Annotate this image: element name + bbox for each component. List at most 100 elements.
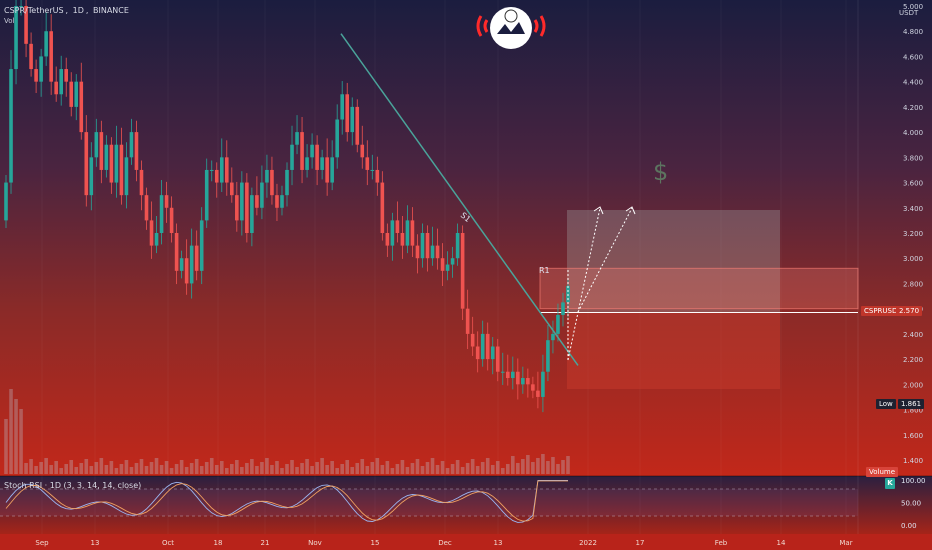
candle-body [310, 144, 314, 158]
volume-bar [129, 467, 134, 474]
volume-bar [521, 459, 525, 474]
candle-body [290, 144, 294, 170]
volume-bar [425, 462, 430, 474]
projection-zone-red [567, 313, 780, 389]
volume-bar [59, 468, 63, 474]
volume-bar [490, 465, 495, 474]
candle-body [219, 157, 224, 183]
price-tick-label: 4.800 [903, 28, 923, 36]
candle-body [531, 384, 535, 391]
volume-bar [89, 466, 94, 474]
volume-bar [240, 467, 244, 474]
time-tick-label: 14 [777, 539, 786, 547]
low-label-tag: Low [876, 399, 896, 409]
volume-bar [511, 456, 515, 474]
candle-body [174, 233, 179, 271]
interval-label[interactable]: 1D [72, 6, 84, 15]
candle-body [74, 81, 79, 107]
volume-bar [480, 462, 485, 474]
volume-bar [174, 464, 179, 474]
candle-body [340, 94, 344, 120]
volume-bar [400, 460, 405, 474]
candle-body [230, 182, 234, 196]
volume-tag: Volume [866, 467, 899, 477]
candle-body [526, 378, 530, 385]
price-tick-label: 4.200 [903, 104, 923, 112]
volume-bar [475, 466, 480, 474]
volume-bar [561, 460, 565, 474]
price-unit: USDT [899, 9, 919, 17]
volume-bar [495, 461, 500, 474]
symbol-name[interactable]: CSPR/TetherUS [4, 6, 64, 15]
rsi-tick-label: 100.00 [901, 477, 926, 485]
candle-body [465, 308, 470, 334]
volume-bar [69, 460, 74, 474]
candle-body [320, 157, 324, 170]
volume-bar [94, 462, 99, 474]
candle-body [69, 81, 74, 107]
volume-bar [169, 468, 174, 474]
projection-zone-gray [567, 210, 780, 313]
volume-bar [49, 465, 53, 474]
chart-header: CSPR/TetherUS, 1D, BINANCE [4, 6, 129, 15]
price-tick-label: 1.600 [903, 432, 923, 440]
candle-body [280, 195, 284, 208]
volume-bar [4, 419, 8, 474]
volume-bar [355, 463, 360, 474]
low-price-tag: 1.861 [898, 399, 925, 409]
volume-bar [485, 458, 490, 474]
candle-body [480, 333, 485, 360]
candle-body [440, 258, 445, 271]
candle-body [104, 144, 109, 170]
candle-body [99, 132, 104, 170]
volume-bar [54, 461, 58, 474]
time-tick-label: 2022 [579, 539, 597, 547]
volume-bar [164, 461, 169, 474]
candle-body [184, 258, 189, 284]
price-tick-label: 4.400 [903, 79, 923, 87]
candle-body [295, 132, 299, 145]
candle-body [240, 182, 244, 221]
candle-body [39, 56, 43, 82]
volume-bar [204, 462, 209, 474]
price-tick-label: 4.000 [903, 129, 923, 137]
volume-bar [375, 458, 380, 474]
candle-body [375, 169, 380, 183]
volume-bar [450, 464, 455, 474]
volume-bar [365, 466, 370, 474]
candle-body [119, 144, 124, 196]
candle-body [475, 346, 480, 360]
volume-bar [460, 467, 465, 474]
volume-bar [531, 462, 535, 474]
candle-body [275, 195, 279, 208]
volume-bar [360, 459, 365, 474]
candle-body [124, 157, 129, 196]
candle-body [511, 371, 515, 379]
candle-body [551, 333, 555, 341]
volume-bar [275, 461, 279, 474]
volume-bar [440, 461, 445, 474]
candle-body [400, 233, 405, 246]
volume-bar [149, 462, 154, 474]
candle-body [44, 31, 48, 57]
volume-bar [144, 466, 149, 474]
candle-body [390, 220, 395, 246]
price-tick-label: 4.600 [903, 53, 923, 61]
candle-body [79, 81, 84, 133]
volume-bar [159, 465, 164, 474]
volume-bar [134, 463, 139, 474]
stoch-rsi-k-button[interactable]: K [885, 478, 895, 489]
volume-bar [556, 464, 560, 474]
candle-body [9, 69, 13, 183]
current-price-tag: 2.570 [896, 306, 923, 316]
time-tick-label: Mar [839, 539, 852, 547]
volume-bar [270, 465, 274, 474]
candle-body [134, 132, 139, 170]
stoch-rsi-legend[interactable]: Stoch RSI · 1D (3, 3, 14, 14, close) [4, 481, 142, 490]
time-tick-label: 13 [91, 539, 100, 547]
volume-bar [199, 466, 204, 474]
volume-bar [260, 462, 264, 474]
candle-body [224, 157, 229, 183]
